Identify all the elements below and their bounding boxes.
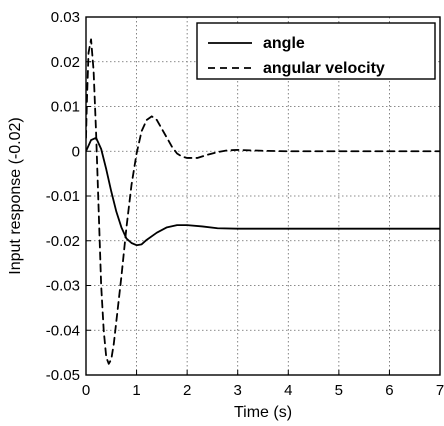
legend-label-angle: angle <box>263 35 305 52</box>
x-axis-label: Time (s) <box>234 404 292 421</box>
y-tick-label: -0.04 <box>46 322 80 339</box>
y-tick-label: 0.03 <box>51 9 80 26</box>
x-tick-label: 5 <box>335 382 343 399</box>
series-line-angular-velocity <box>86 39 440 363</box>
y-tick-label: -0.05 <box>46 367 80 384</box>
series-line-angle <box>86 138 440 245</box>
x-tick-label: 7 <box>436 382 444 399</box>
y-tick-label: -0.02 <box>46 233 80 250</box>
x-tick-label: 0 <box>82 382 90 399</box>
y-tick-label: -0.03 <box>46 278 80 295</box>
x-tick-label: 6 <box>385 382 393 399</box>
y-axis: -0.05 -0.04 -0.03 -0.02 -0.01 0 0.01 0.02 0.03 <box>46 9 91 384</box>
series-layer <box>86 39 440 363</box>
x-tick-label: 3 <box>234 382 242 399</box>
legend: angle angular velocity <box>197 23 435 79</box>
x-tick-label: 4 <box>284 382 292 399</box>
x-tick-label: 1 <box>132 382 140 399</box>
y-tick-label: 0.02 <box>51 54 80 71</box>
y-axis-label: Input response (-0.02) <box>7 117 24 274</box>
legend-label-angular-velocity: angular velocity <box>263 60 385 77</box>
y-tick-label: 0 <box>72 143 80 160</box>
x-tick-label: 2 <box>183 382 191 399</box>
y-tick-label: -0.01 <box>46 188 80 205</box>
y-tick-label: 0.01 <box>51 99 80 116</box>
